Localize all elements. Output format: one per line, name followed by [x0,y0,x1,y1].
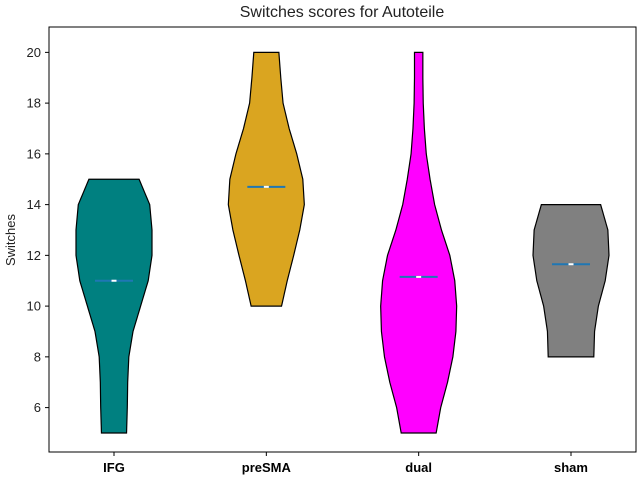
y-tick-label: 12 [27,248,41,263]
x-tick-label: IFG [103,460,125,475]
x-tick-label: preSMA [242,460,292,475]
violin-IFG [75,178,153,434]
x-tick-label: sham [554,460,588,475]
y-tick-label: 16 [27,146,41,161]
x-ticks-group: IFG preSMA dual sham [103,452,588,475]
y-tick-label: 8 [34,349,41,364]
y-tick-label: 18 [27,96,41,111]
y-ticks-group: 6 8 10 12 14 16 18 20 [27,45,49,415]
y-tick-label: 10 [27,299,41,314]
y-tick-label: 20 [27,45,41,60]
violin-dual [380,51,458,434]
violin-preSMA [227,51,305,307]
y-tick-label: 6 [34,400,41,415]
y-axis-label: Switches [3,213,18,266]
plot-frame [48,26,637,453]
chart-title: Switches scores for Autoteile [240,4,445,21]
y-tick-label: 14 [27,197,41,212]
violins-group [75,51,610,434]
violin-sham [532,204,610,358]
x-tick-label: dual [405,460,432,475]
